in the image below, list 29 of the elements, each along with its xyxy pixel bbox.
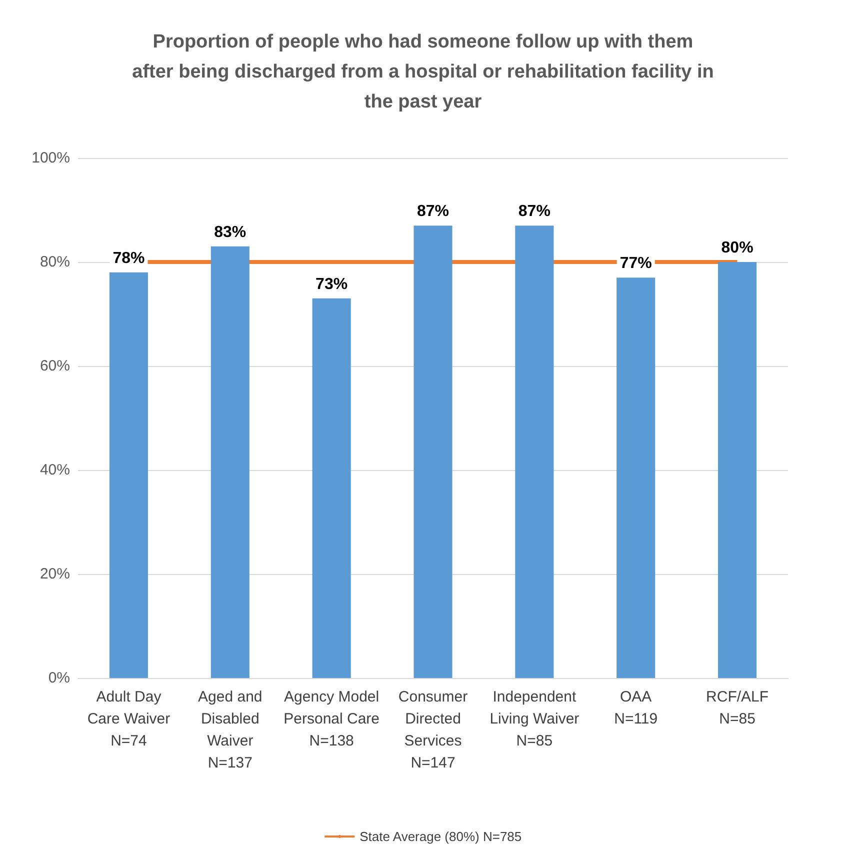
- data-label: 87%: [416, 203, 450, 220]
- bar: [109, 272, 148, 678]
- x-tick-label: Independent Living Waiver N=85: [490, 688, 580, 750]
- bar: [312, 298, 351, 678]
- data-label: 77%: [620, 255, 652, 272]
- y-tick-label: 20%: [40, 566, 70, 582]
- y-tick-label: 100%: [32, 150, 70, 166]
- x-tick-label: Agency Model Personal Care N=138: [284, 688, 380, 750]
- x-tick-label: Aged and Disabled Waiver N=137: [198, 688, 262, 772]
- bar: [515, 226, 554, 678]
- bar: [616, 278, 656, 678]
- bar: [210, 246, 250, 678]
- y-tick-label: 40%: [40, 462, 70, 478]
- data-label: 73%: [316, 276, 348, 293]
- x-tick-label: RCF/ALF N=85: [706, 688, 769, 728]
- x-tick-label: OAA N=119: [614, 688, 658, 728]
- legend-label: State Average (80%) N=785: [360, 829, 522, 844]
- data-label: 78%: [112, 250, 145, 267]
- data-label: 83%: [214, 224, 246, 241]
- y-tick-label: 60%: [40, 358, 70, 374]
- y-tick-label: 0%: [48, 670, 70, 686]
- x-tick-label: Consumer Directed Services N=147: [398, 688, 468, 772]
- data-label: 87%: [518, 203, 550, 220]
- bar: [414, 226, 452, 678]
- chart-title: Proportion of people who had someone follow up with them after being discharged from a hospital or rehabilitation facility in the past year: [132, 32, 714, 112]
- x-tick-label: Adult Day Care Waiver N=74: [87, 688, 170, 750]
- bar: [718, 262, 757, 678]
- y-tick-label: 80%: [40, 254, 70, 270]
- data-label: 80%: [721, 240, 754, 256]
